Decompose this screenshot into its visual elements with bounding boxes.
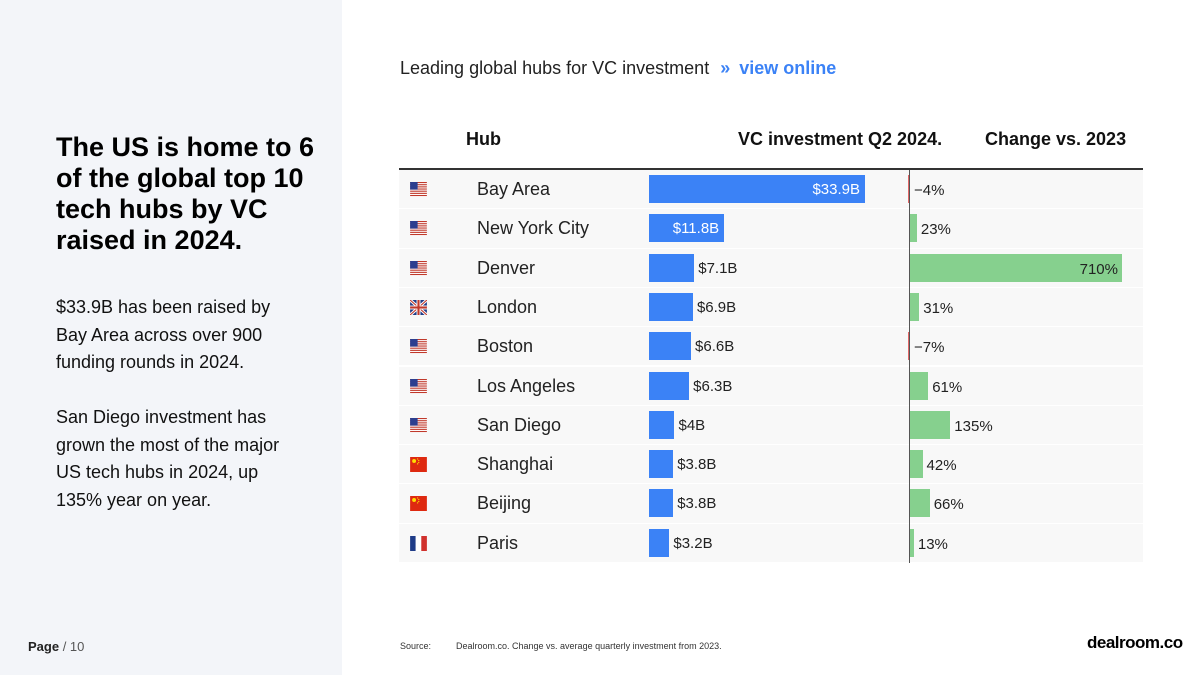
investment-label: $3.8B bbox=[677, 456, 717, 474]
hub-name: Los Angeles bbox=[477, 375, 576, 396]
china-flag-icon bbox=[409, 495, 428, 512]
us-flag-icon bbox=[409, 417, 428, 434]
investment-label: $11.8B bbox=[672, 220, 720, 238]
change-label: 42% bbox=[926, 457, 957, 475]
headline: The US is home to 6 of the global top 10… bbox=[56, 132, 315, 255]
column-header-change: Change vs. 2023 bbox=[985, 129, 1127, 149]
source-text: Dealroom.co. Change vs. average quarterl… bbox=[456, 641, 722, 651]
investment-bar bbox=[649, 214, 725, 243]
column-header-hub: Hub bbox=[466, 129, 501, 149]
change-bar bbox=[910, 371, 929, 400]
investment-bar bbox=[649, 410, 675, 439]
investment-label: $6.9B bbox=[696, 298, 737, 316]
france-flag-icon bbox=[409, 535, 428, 552]
change-label: 13% bbox=[917, 535, 948, 553]
table-row: Shanghai $3.8B 42% bbox=[399, 445, 1143, 485]
change-bar bbox=[910, 489, 930, 518]
investment-bar bbox=[649, 450, 674, 479]
investment-label: $7.1B bbox=[698, 259, 738, 277]
table-row: London $6.9B 31% bbox=[399, 287, 1143, 328]
uk-flag-icon bbox=[409, 299, 428, 316]
hub-name: Shanghai bbox=[477, 454, 554, 475]
investment-label: $6.3B bbox=[693, 377, 733, 395]
change-label: 710% bbox=[1079, 260, 1118, 278]
summary-paragraph-bay-area: $33.9B has been raised by Bay Area acros… bbox=[56, 297, 271, 372]
investment-bar bbox=[649, 489, 674, 518]
table-row: Paris $3.2B 13% bbox=[399, 523, 1143, 563]
investment-bar bbox=[649, 332, 692, 361]
source-label: Source: bbox=[400, 641, 432, 651]
us-flag-icon bbox=[409, 181, 428, 198]
change-label: 135% bbox=[954, 417, 993, 435]
change-label: 31% bbox=[923, 299, 954, 317]
table-row: Los Angeles $6.3B 61% bbox=[399, 366, 1143, 406]
change-bar-negative bbox=[907, 332, 910, 361]
chart-title: Leading global hubs for VC investment bbox=[400, 58, 710, 78]
investment-bar bbox=[649, 175, 865, 203]
investment-label: $6.6B bbox=[695, 338, 735, 356]
double-chevron-right-icon: » bbox=[720, 58, 731, 78]
dealroom-logo: dealroom.co bbox=[1087, 633, 1183, 652]
source-note: Source: Dealroom.co. Change vs. average … bbox=[400, 641, 722, 651]
change-label: −7% bbox=[914, 339, 945, 357]
investment-bar bbox=[649, 253, 695, 282]
page-label: Page bbox=[28, 639, 60, 654]
change-bar bbox=[910, 528, 914, 557]
hub-name: London bbox=[477, 296, 538, 317]
change-label: 23% bbox=[920, 221, 951, 239]
table-row: New York City $11.8B 23% bbox=[399, 209, 1143, 249]
us-flag-icon bbox=[409, 260, 428, 277]
investment-label: $33.9B bbox=[812, 181, 860, 198]
change-bar bbox=[910, 253, 1122, 282]
investment-label: $4B bbox=[678, 416, 706, 434]
us-flag-icon bbox=[409, 220, 428, 237]
hub-name: Beijing bbox=[477, 493, 532, 514]
change-label: −4% bbox=[914, 182, 945, 199]
us-flag-icon bbox=[409, 378, 428, 395]
table-row: Denver $7.1B 710% bbox=[399, 248, 1143, 288]
table-row: Boston $6.6B −7% bbox=[399, 327, 1143, 367]
chart-header: Leading global hubs for VC investment » … bbox=[400, 58, 836, 79]
investment-bar bbox=[649, 292, 693, 321]
investment-bar bbox=[649, 528, 670, 557]
investment-label: $3.2B bbox=[673, 534, 713, 552]
change-bar bbox=[910, 292, 920, 321]
hub-name: San Diego bbox=[477, 414, 562, 435]
investment-bar bbox=[649, 371, 690, 400]
page-total: / 10 bbox=[62, 639, 85, 654]
change-bar bbox=[910, 450, 923, 479]
table-row: San Diego $4B 135% bbox=[399, 405, 1143, 446]
investment-label: $3.8B bbox=[677, 495, 717, 513]
table-row: Beijing $3.8B 66% bbox=[399, 484, 1143, 524]
hubs-table: Hub VC investment Q2 2024. Change vs. 20… bbox=[399, 112, 1143, 564]
china-flag-icon bbox=[409, 456, 428, 473]
hub-name: Boston bbox=[477, 336, 534, 357]
hub-name: Paris bbox=[477, 532, 519, 553]
change-bar bbox=[910, 214, 917, 243]
table-row: Bay Area $33.9B −4% bbox=[399, 170, 1143, 210]
us-flag-icon bbox=[409, 338, 428, 355]
header-divider bbox=[399, 168, 1143, 170]
hub-name: Denver bbox=[477, 257, 536, 278]
view-online-link[interactable]: view online bbox=[739, 58, 837, 78]
summary-paragraph-san-diego: San Diego investment has grown the most … bbox=[56, 407, 280, 510]
change-label: 66% bbox=[933, 496, 964, 514]
page-indicator: Page / 10 bbox=[28, 639, 84, 654]
change-label: 61% bbox=[932, 378, 963, 396]
hub-name: Bay Area bbox=[477, 179, 551, 199]
change-bar bbox=[910, 410, 951, 439]
column-header-investment: VC investment Q2 2024. bbox=[738, 129, 943, 149]
hub-name: New York City bbox=[477, 218, 590, 239]
change-zero-axis bbox=[909, 170, 910, 563]
summary-panel: The US is home to 6 of the global top 10… bbox=[0, 0, 342, 675]
